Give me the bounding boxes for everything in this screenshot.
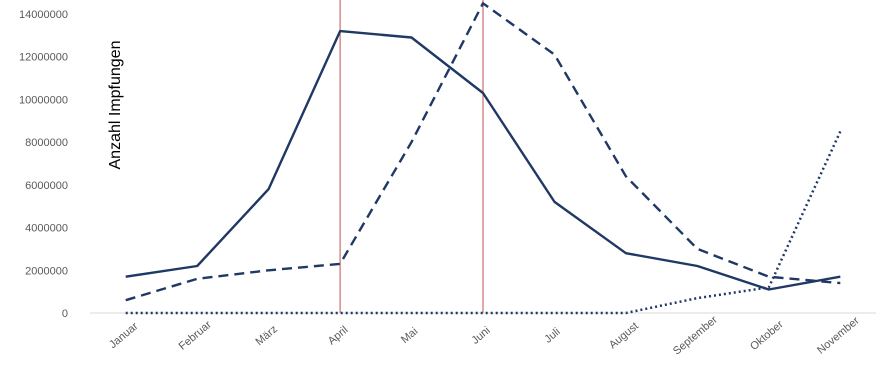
y-tick-label: 6000000 — [25, 180, 68, 192]
x-tick-label: Mai — [399, 325, 420, 346]
x-tick-label: April — [326, 324, 351, 347]
x-tick-label: Juni — [469, 325, 492, 347]
x-tick-label: März — [253, 323, 279, 348]
x-axis-ticks: Januar Februar März April Mai Juni Juli August S… — [107, 314, 862, 358]
x-tick-label: Oktober — [748, 318, 786, 353]
x-tick-label: Januar — [107, 320, 141, 351]
x-tick-label: November — [815, 315, 862, 357]
series-line-solid — [125, 29, 841, 291]
y-tick-label: 12000000 — [19, 52, 68, 64]
x-tick-label: Februar — [177, 319, 214, 353]
y-tick-label: 14000000 — [19, 9, 68, 21]
x-tick-label: August — [607, 320, 641, 351]
y-tick-label: 2000000 — [25, 265, 68, 277]
y-tick-label: 10000000 — [19, 94, 68, 106]
x-tick-label: Juli — [542, 326, 562, 346]
series-line-dashed — [125, 2, 841, 302]
x-tick-label: September — [671, 314, 720, 358]
y-tick-label: 0 — [62, 308, 68, 320]
y-tick-label: 4000000 — [25, 223, 68, 235]
series-group — [125, 2, 842, 315]
y-axis-label: Anzahl Impfungen — [107, 41, 124, 170]
y-axis-ticks: 0 2000000 4000000 6000000 8000000 10000000 120… — [19, 9, 68, 320]
vertical-markers — [339, 0, 484, 313]
y-tick-label: 8000000 — [25, 137, 68, 149]
